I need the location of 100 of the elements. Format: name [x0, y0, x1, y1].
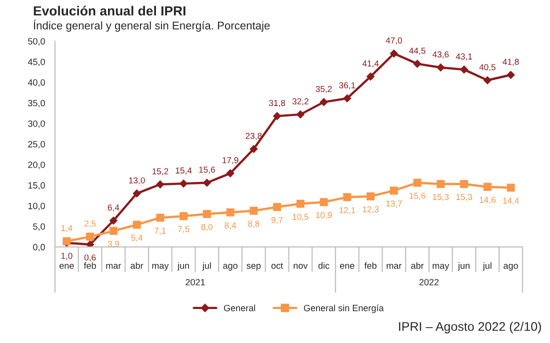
- y-tick-label: 0,0: [33, 244, 45, 252]
- y-tick-label: 30,0: [28, 120, 45, 128]
- data-label: 7,5: [178, 226, 190, 234]
- data-label: 6,4: [108, 204, 120, 212]
- data-label: 14,6: [480, 196, 496, 204]
- data-label: 32,2: [292, 98, 308, 106]
- data-label: 15,2: [152, 168, 168, 176]
- point: [109, 216, 118, 225]
- point: [132, 220, 141, 229]
- point: [250, 206, 258, 215]
- point: [86, 240, 94, 247]
- data-label: 47,0: [386, 37, 402, 44]
- point: [180, 180, 188, 188]
- data-label: 10,5: [292, 214, 308, 221]
- data-label: 15,3: [432, 194, 449, 202]
- data-label: 12,1: [339, 207, 356, 214]
- data-label: 2,5: [84, 220, 96, 228]
- point: [86, 232, 94, 241]
- point: [156, 214, 164, 222]
- x-tick-label: ago: [504, 264, 518, 271]
- point: [226, 169, 234, 178]
- x-tick-label: nov: [294, 264, 308, 269]
- x-tick-label: abr: [411, 262, 424, 269]
- point: [320, 198, 328, 206]
- data-label: 15,6: [410, 192, 426, 200]
- x-tick-label: ene: [60, 264, 74, 269]
- point: [366, 192, 375, 200]
- y-tick-label: 10,0: [28, 202, 45, 210]
- legend-label: General sin Energía: [304, 304, 384, 313]
- point: [273, 112, 282, 120]
- data-label: 41,8: [502, 58, 519, 66]
- x-tick-label: feb: [364, 262, 376, 269]
- point: [390, 186, 398, 195]
- point: [460, 66, 468, 74]
- x-tick-label: ene: [340, 264, 354, 269]
- data-label: 10,9: [316, 212, 332, 220]
- data-label: 15,3: [456, 194, 472, 202]
- data-label: 23,8: [246, 132, 262, 140]
- data-label: 9,7: [271, 216, 283, 224]
- x-tick-label: may: [432, 264, 450, 271]
- data-label: 40,5: [479, 64, 496, 72]
- y-tick-label: 50,0: [28, 38, 45, 46]
- y-tick-label: 20,0: [28, 162, 45, 170]
- data-label: 0,6: [84, 254, 96, 262]
- point: [156, 180, 164, 188]
- legend-label: General: [224, 304, 256, 312]
- data-label: 15,4: [176, 168, 192, 175]
- y-tick-label: 45,0: [28, 58, 45, 66]
- data-label: 8,4: [224, 222, 236, 230]
- point: [109, 226, 118, 235]
- point: [180, 212, 188, 220]
- x-tick-label: sep: [246, 264, 261, 271]
- data-label: 31,8: [269, 100, 286, 108]
- point: [273, 203, 282, 212]
- x-tick-label: jun: [458, 262, 470, 271]
- data-label: 5,4: [131, 234, 143, 242]
- point: [460, 180, 468, 188]
- point: [132, 189, 141, 198]
- y-tick-label: 35,0: [28, 100, 45, 108]
- chart-title: Evolución anual del IPRI: [34, 6, 186, 16]
- point: [296, 110, 304, 118]
- point: [226, 208, 234, 216]
- x-tick-label: jun: [177, 262, 189, 271]
- y-tick-label: 25,0: [28, 141, 45, 148]
- data-label: 41,4: [362, 60, 379, 68]
- x-tick-label: mar: [386, 264, 402, 269]
- data-label: 43,6: [432, 51, 449, 58]
- data-label: 8,8: [248, 220, 260, 228]
- point: [343, 94, 352, 102]
- data-label: 8,0: [201, 224, 213, 232]
- data-label: 13,7: [386, 200, 402, 208]
- point: [436, 180, 445, 188]
- x-tick-label: oct: [271, 262, 284, 269]
- data-label: 43,1: [456, 53, 472, 61]
- data-label: 17,9: [222, 157, 238, 164]
- x-tick-label: jul: [202, 262, 211, 271]
- x-tick-label: mar: [106, 264, 122, 269]
- point: [436, 64, 445, 72]
- x-tick-label: dic: [318, 262, 330, 269]
- point: [250, 145, 258, 153]
- data-label: 13,0: [129, 177, 145, 184]
- data-label: 1,4: [61, 225, 72, 232]
- point: [202, 210, 211, 218]
- data-label: 14,4: [503, 198, 519, 205]
- point: [320, 98, 328, 106]
- text: 2021: [186, 279, 205, 286]
- point: [413, 178, 422, 187]
- text: 2022: [419, 279, 439, 286]
- point: [506, 70, 515, 79]
- point: [202, 178, 211, 187]
- point: [343, 193, 352, 202]
- y-tick-label: 40,0: [28, 79, 45, 87]
- point: [366, 72, 375, 81]
- point: [483, 76, 492, 84]
- x-tick-label: feb: [84, 262, 96, 269]
- chart-subtitle: Índice general y general sin Energía. Porcentaje: [34, 20, 270, 32]
- point: [296, 200, 304, 208]
- y-tick-label: 5,0: [33, 223, 45, 231]
- x-tick-label: may: [152, 264, 169, 271]
- point: [506, 184, 515, 192]
